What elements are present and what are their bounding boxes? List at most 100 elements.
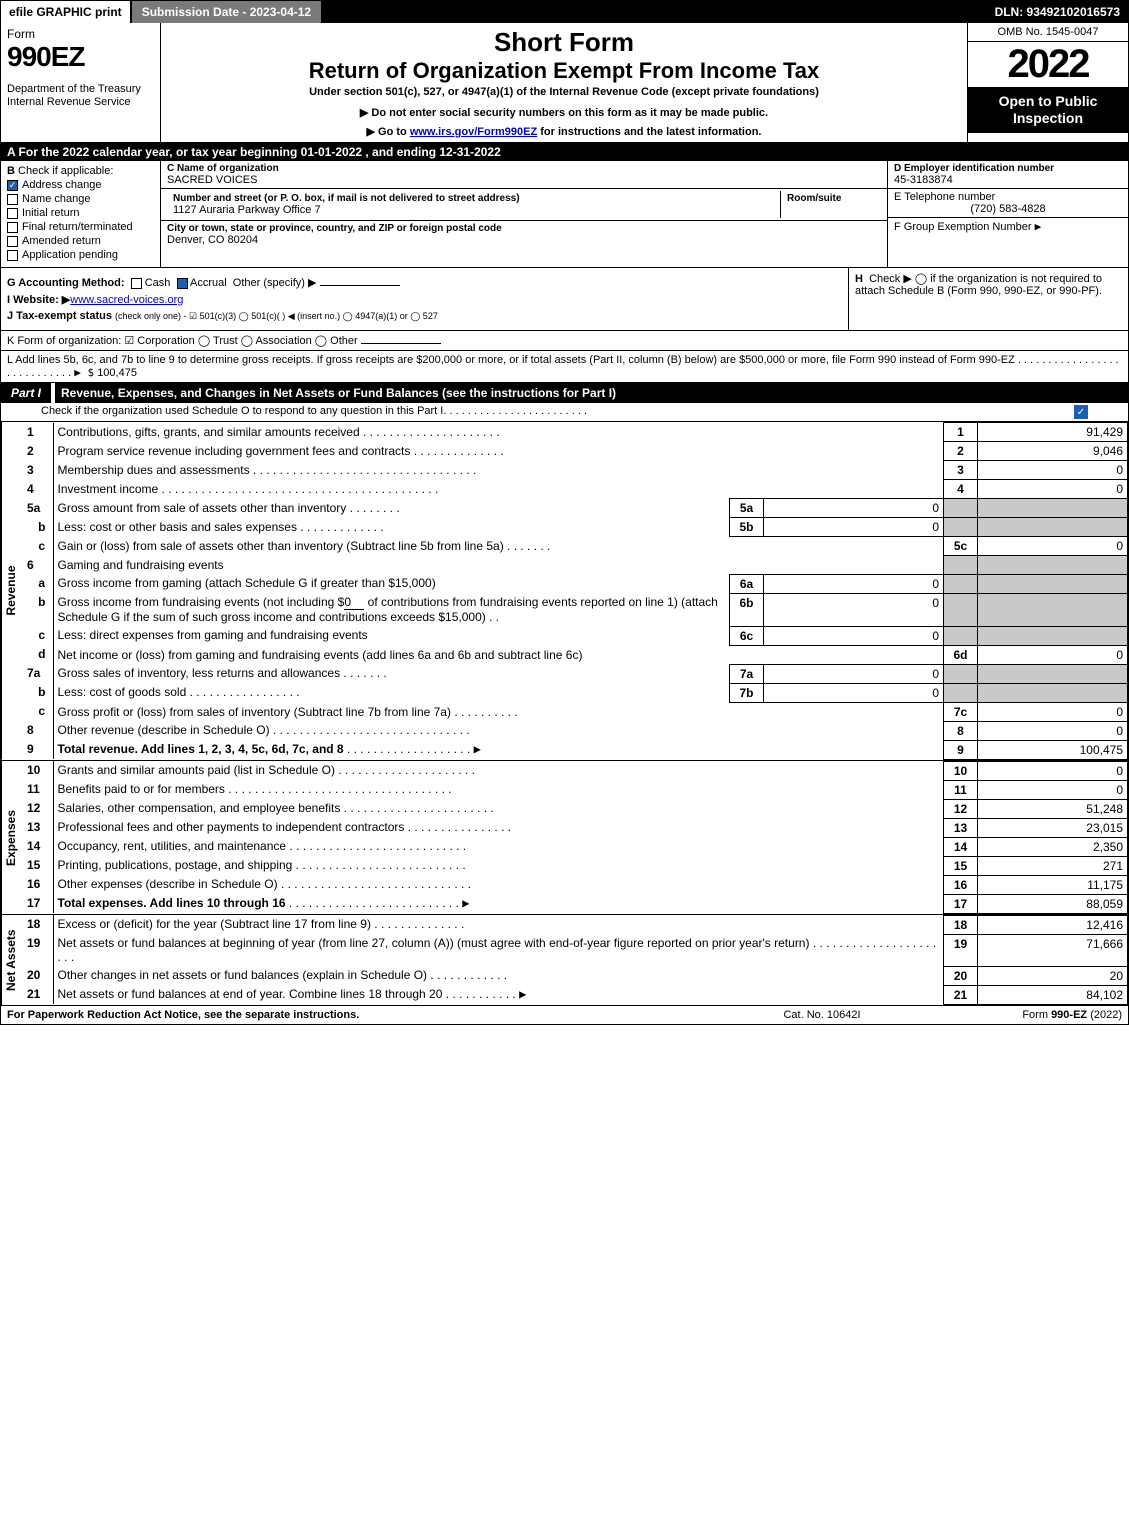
topbar-spacer — [323, 1, 986, 23]
chk-label: Amended return — [22, 235, 101, 247]
rv: 0 — [978, 721, 1128, 740]
chk-address-change[interactable]: ✓Address change — [7, 179, 154, 191]
website-link[interactable]: www.sacred-voices.org — [70, 294, 183, 306]
ein-value: 45-3183874 — [894, 174, 1122, 186]
rv: 271 — [978, 856, 1128, 875]
line-15: 15Printing, publications, postage, and s… — [23, 856, 1128, 875]
ln: d — [23, 645, 53, 664]
ld: Program service revenue including govern… — [58, 444, 411, 458]
checkbox-icon — [7, 250, 18, 261]
mv: 0 — [764, 683, 944, 702]
line-6b: bGross income from fundraising events (n… — [23, 593, 1128, 626]
other-input[interactable] — [320, 285, 400, 286]
ld: Occupancy, rent, utilities, and maintena… — [58, 839, 287, 853]
ln: c — [23, 626, 53, 645]
j-tax-exempt: J Tax-exempt status (check only one) - ☑… — [7, 310, 842, 322]
rv: 9,046 — [978, 442, 1128, 461]
rn: 4 — [944, 480, 978, 499]
rn: 10 — [944, 761, 978, 780]
ld: Excess or (deficit) for the year (Subtra… — [58, 917, 371, 931]
col-def: D Employer identification number 45-3183… — [888, 161, 1128, 267]
box-d: D Employer identification number 45-3183… — [888, 161, 1128, 189]
ln: 2 — [23, 442, 53, 461]
org-name: SACRED VOICES — [167, 174, 881, 186]
chk-label: Final return/terminated — [22, 221, 133, 233]
ld: Less: cost or other basis and sales expe… — [58, 520, 297, 534]
header-center: Short Form Return of Organization Exempt… — [161, 23, 968, 142]
mn: 6c — [730, 626, 764, 645]
ld: Total expenses. Add lines 10 through 16 — [58, 896, 286, 910]
grey — [978, 664, 1128, 683]
l-text: L Add lines 5b, 6c, and 7b to line 9 to … — [7, 354, 1015, 366]
form-page: efile GRAPHIC print Submission Date - 20… — [0, 0, 1129, 1025]
revenue-side-label: Revenue — [1, 422, 23, 760]
mv: 0 — [764, 593, 944, 626]
ld: Gross income from fundraising events (no… — [58, 595, 345, 609]
grey — [944, 518, 978, 537]
rv: 0 — [978, 645, 1128, 664]
d-label: D Employer identification number — [894, 163, 1122, 174]
h-letter: H — [855, 273, 863, 285]
ld: Less: cost of goods sold — [58, 685, 187, 699]
line-9: 9Total revenue. Add lines 1, 2, 3, 4, 5c… — [23, 740, 1128, 759]
chk-final-return[interactable]: Final return/terminated — [7, 221, 154, 233]
form-header: Form 990EZ Department of the Treasury In… — [1, 23, 1128, 143]
expenses-table: 10Grants and similar amounts paid (list … — [23, 761, 1128, 914]
chk-application-pending[interactable]: Application pending — [7, 249, 154, 261]
form-word: Form — [7, 27, 154, 41]
footer-form-pre: Form — [1022, 1009, 1051, 1021]
schedule-o-checkbox[interactable]: ✓ — [1074, 405, 1088, 419]
line-16: 16Other expenses (describe in Schedule O… — [23, 875, 1128, 894]
col-c: C Name of organization SACRED VOICES Num… — [161, 161, 888, 267]
chk-name-change[interactable]: Name change — [7, 193, 154, 205]
ld: Less: direct expenses from gaming and fu… — [58, 628, 368, 642]
addr-left: Number and street (or P. O. box, if mail… — [167, 191, 781, 218]
rv: 51,248 — [978, 799, 1128, 818]
mn: 5b — [730, 518, 764, 537]
ln: 19 — [23, 934, 53, 966]
ln: 16 — [23, 875, 53, 894]
efile-label[interactable]: efile GRAPHIC print — [1, 1, 132, 23]
k-other-input[interactable] — [361, 343, 441, 344]
chk-initial-return[interactable]: Initial return — [7, 207, 154, 219]
rn: 12 — [944, 799, 978, 818]
rn: 16 — [944, 875, 978, 894]
under-section: Under section 501(c), 527, or 4947(a)(1)… — [167, 86, 961, 98]
col-g: G Accounting Method: Cash Accrual Other … — [1, 268, 848, 330]
ld: Printing, publications, postage, and shi… — [58, 858, 293, 872]
short-form-title: Short Form — [167, 27, 961, 58]
line-18: 18Excess or (deficit) for the year (Subt… — [23, 915, 1128, 934]
part1-sub-text: Check if the organization used Schedule … — [41, 405, 443, 419]
ld: Gross profit or (loss) from sales of inv… — [58, 705, 451, 719]
ln: 14 — [23, 837, 53, 856]
line-l: L Add lines 5b, 6c, and 7b to line 9 to … — [1, 351, 1128, 383]
expenses-side-label: Expenses — [1, 761, 23, 914]
grey — [944, 499, 978, 518]
city-box: City or town, state or province, country… — [161, 221, 887, 248]
rv: 0 — [978, 761, 1128, 780]
f-arrow: ▶ — [1035, 220, 1042, 233]
ln: c — [23, 537, 53, 556]
rn: 7c — [944, 702, 978, 721]
rv: 100,475 — [978, 740, 1128, 759]
box-f: F Group Exemption Number ▶ — [888, 218, 1128, 235]
line-7b: bLess: cost of goods sold . . . . . . . … — [23, 683, 1128, 702]
arrow-icon: ▶ — [519, 987, 526, 1001]
line-13: 13Professional fees and other payments t… — [23, 818, 1128, 837]
grey — [978, 683, 1128, 702]
ln: a — [23, 574, 53, 593]
mv: 0 — [764, 518, 944, 537]
room-label: Room/suite — [787, 193, 875, 204]
mn: 6b — [730, 593, 764, 626]
radio-cash[interactable] — [131, 278, 142, 289]
rn: 13 — [944, 818, 978, 837]
radio-accrual[interactable] — [177, 278, 188, 289]
k-text: K Form of organization: ☑ Corporation ◯ … — [7, 335, 358, 347]
header-right: OMB No. 1545-0047 2022 Open to Public In… — [968, 23, 1128, 142]
irs-link[interactable]: www.irs.gov/Form990EZ — [410, 126, 537, 138]
netassets-side-label: Net Assets — [1, 915, 23, 1005]
ln: c — [23, 702, 53, 721]
chk-amended-return[interactable]: Amended return — [7, 235, 154, 247]
e-label: E Telephone number — [894, 191, 1122, 203]
line-6: 6Gaming and fundraising events — [23, 556, 1128, 575]
